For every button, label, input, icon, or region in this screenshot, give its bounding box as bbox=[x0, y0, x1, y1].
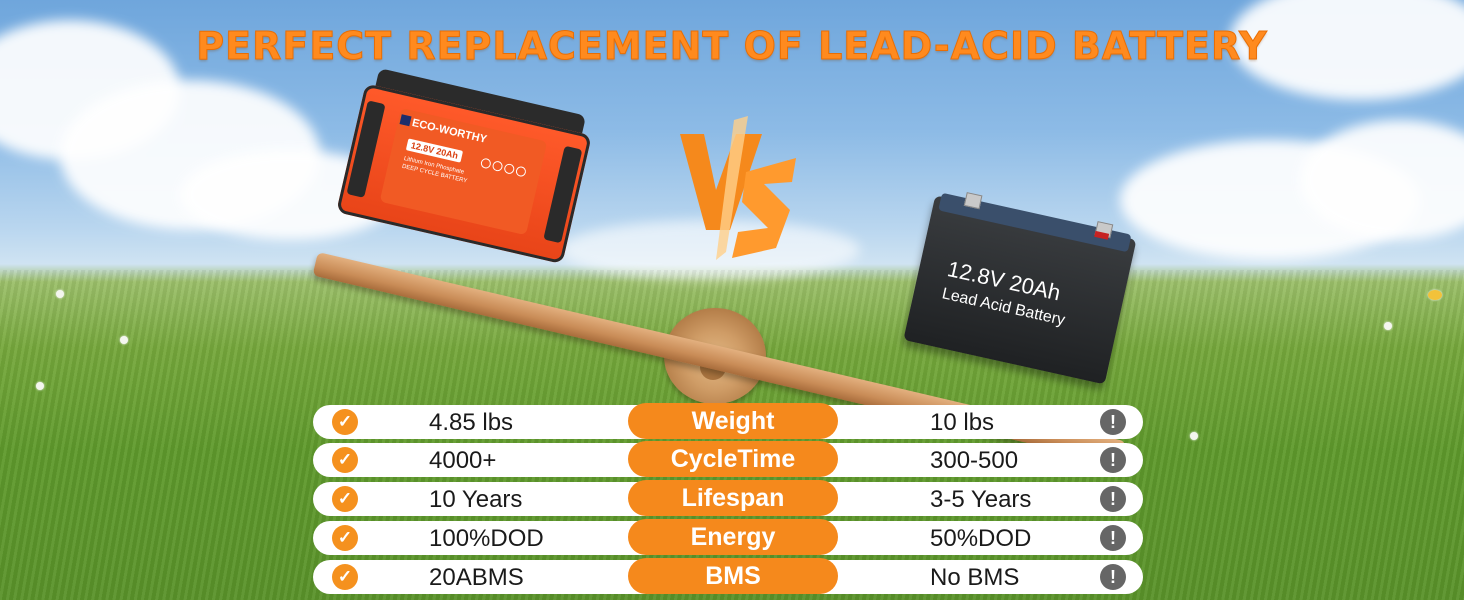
exclamation-icon: ! bbox=[1100, 447, 1126, 473]
comparison-row-cycletime: ✓ 4000+ CycleTime 300-500 ! bbox=[313, 441, 1143, 477]
metric-label: BMS bbox=[628, 558, 838, 594]
flower bbox=[120, 336, 128, 344]
comparison-row-lifespan: ✓ 10 Years Lifespan 3-5 Years ! bbox=[313, 480, 1143, 516]
comparison-row-bms: ✓ 20ABMS BMS No BMS ! bbox=[313, 558, 1143, 594]
checkmark-icon: ✓ bbox=[332, 447, 358, 473]
exclamation-icon: ! bbox=[1100, 525, 1126, 551]
metric-label: CycleTime bbox=[628, 441, 838, 477]
lead-acid-value: 10 lbs bbox=[930, 409, 995, 436]
checkmark-icon: ✓ bbox=[332, 486, 358, 512]
vs-lightning-icon bbox=[680, 116, 796, 260]
lifepo4-value: 20ABMS bbox=[429, 564, 524, 591]
lead-acid-value: 300-500 bbox=[930, 447, 1019, 474]
comparison-row-energy: ✓ 100%DOD Energy 50%DOD ! bbox=[313, 519, 1143, 555]
lifepo4-value: 4.85 lbs bbox=[429, 409, 514, 436]
lead-acid-value: 3-5 Years bbox=[930, 486, 1032, 513]
metric-label: Lifespan bbox=[628, 480, 838, 516]
cloud bbox=[1300, 120, 1464, 240]
checkmark-icon: ✓ bbox=[332, 409, 358, 435]
comparison-row-weight: ✓ 4.85 lbs Weight 10 lbs ! bbox=[313, 403, 1143, 439]
flower bbox=[36, 382, 44, 390]
checkmark-icon: ✓ bbox=[332, 564, 358, 590]
flower bbox=[1384, 322, 1392, 330]
exclamation-icon: ! bbox=[1100, 486, 1126, 512]
flower bbox=[56, 290, 64, 298]
exclamation-icon: ! bbox=[1100, 409, 1126, 435]
lifepo4-value: 10 Years bbox=[429, 486, 523, 513]
metric-label: Energy bbox=[628, 519, 838, 555]
lead-acid-value: No BMS bbox=[930, 564, 1020, 591]
flower bbox=[1190, 432, 1198, 440]
page-headline: PERFECT REPLACEMENT OF LEAD-ACID BATTERY bbox=[196, 24, 1268, 69]
exclamation-icon: ! bbox=[1100, 564, 1126, 590]
lifepo4-value: 100%DOD bbox=[429, 525, 544, 552]
flower bbox=[1428, 290, 1442, 300]
checkmark-icon: ✓ bbox=[332, 525, 358, 551]
lifepo4-value: 4000+ bbox=[429, 447, 497, 474]
lead-acid-value: 50%DOD bbox=[930, 525, 1032, 552]
metric-label: Weight bbox=[628, 403, 838, 439]
